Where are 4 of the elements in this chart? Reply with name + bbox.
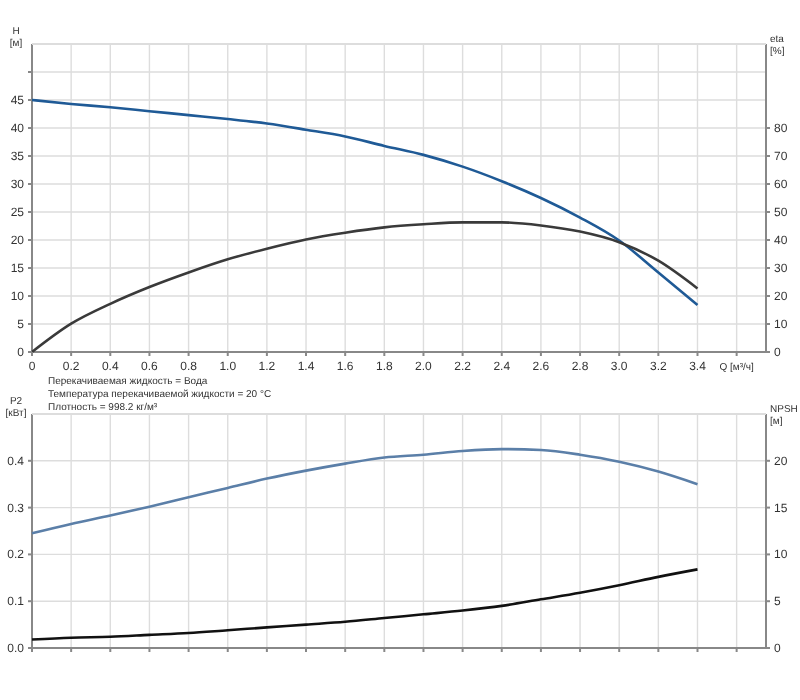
line-series xyxy=(30,568,699,641)
line-series xyxy=(30,447,699,535)
line-series xyxy=(30,98,699,307)
line-series xyxy=(30,221,699,354)
